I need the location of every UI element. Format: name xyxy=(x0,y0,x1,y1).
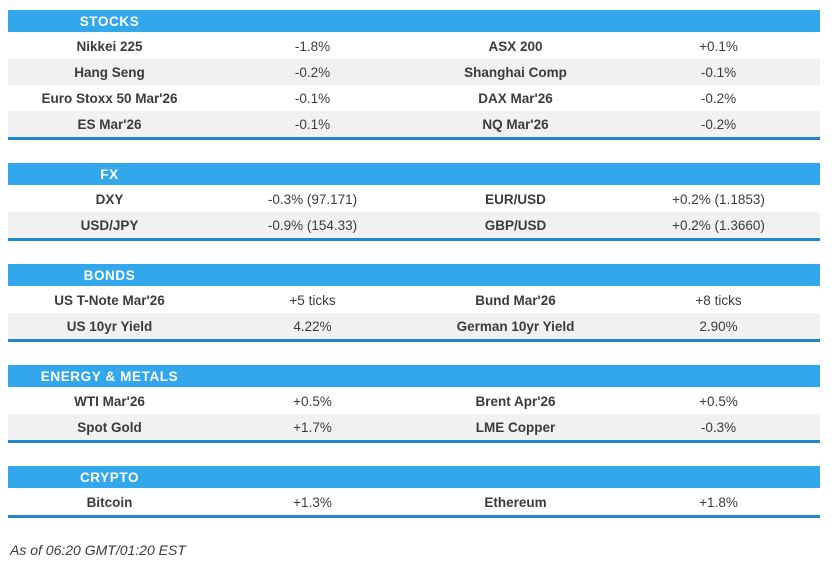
section-rows: US T-Note Mar'26 +5 ticks Bund Mar'26 +8… xyxy=(8,287,820,339)
table-row: Hang Seng -0.2% Shanghai Comp -0.1% xyxy=(8,59,820,85)
section-header: CRYPTO xyxy=(8,466,820,488)
section-fx: FX DXY -0.3% (97.171) EUR/USD +0.2% (1.1… xyxy=(8,163,820,241)
instrument-name: GBP/USD xyxy=(484,217,547,233)
instrument-change: -0.9% (154.33) xyxy=(267,217,358,233)
section-title: CRYPTO xyxy=(79,469,140,485)
section-stocks: STOCKS Nikkei 225 -1.8% ASX 200 +0.1% Ha… xyxy=(8,10,820,140)
instrument-change: 4.22% xyxy=(293,318,332,334)
instrument-change: -0.2% xyxy=(700,116,737,132)
instrument-name: Spot Gold xyxy=(77,419,142,435)
instrument-change: -0.1% xyxy=(294,116,331,132)
instrument-change: -0.2% xyxy=(700,90,737,106)
instrument-name: Euro Stoxx 50 Mar'26 xyxy=(41,90,178,106)
instrument-change: +1.3% xyxy=(293,494,332,510)
instrument-change: -0.3% xyxy=(700,419,737,435)
instrument-name: LME Copper xyxy=(475,419,556,435)
instrument-name: Brent Apr'26 xyxy=(475,393,556,409)
instrument-name: Hang Seng xyxy=(74,64,145,80)
table-row: USD/JPY -0.9% (154.33) GBP/USD +0.2% (1.… xyxy=(8,212,820,238)
instrument-change: -0.2% xyxy=(294,64,331,80)
instrument-name: Ethereum xyxy=(484,494,547,510)
instrument-change: +8 ticks xyxy=(695,292,742,308)
table-row: Nikkei 225 -1.8% ASX 200 +0.1% xyxy=(8,33,820,59)
instrument-change: +0.5% xyxy=(699,393,738,409)
instrument-change: +0.2% (1.3660) xyxy=(672,217,765,233)
instrument-change: +0.1% xyxy=(699,38,738,54)
table-row: Euro Stoxx 50 Mar'26 -0.1% DAX Mar'26 -0… xyxy=(8,85,820,111)
instrument-change: +1.8% xyxy=(699,494,738,510)
instrument-change: -0.1% xyxy=(700,64,737,80)
section-title: BONDS xyxy=(83,267,136,283)
instrument-change: -0.3% (97.171) xyxy=(267,191,358,207)
section-header: BONDS xyxy=(8,264,820,286)
table-row: WTI Mar'26 +0.5% Brent Apr'26 +0.5% xyxy=(8,388,820,414)
section-title: ENERGY & METALS xyxy=(40,368,179,384)
instrument-name: ES Mar'26 xyxy=(77,116,142,132)
section-rows: WTI Mar'26 +0.5% Brent Apr'26 +0.5% Spot… xyxy=(8,388,820,440)
section-title: FX xyxy=(100,166,119,182)
table-row: US T-Note Mar'26 +5 ticks Bund Mar'26 +8… xyxy=(8,287,820,313)
instrument-change: 2.90% xyxy=(699,318,738,334)
instrument-name: Shanghai Comp xyxy=(464,64,567,80)
section-header: STOCKS xyxy=(8,10,820,32)
section-energy-metals: ENERGY & METALS WTI Mar'26 +0.5% Brent A… xyxy=(8,365,820,443)
instrument-change: +5 ticks xyxy=(289,292,336,308)
instrument-name: DAX Mar'26 xyxy=(478,90,553,106)
instrument-change: +1.7% xyxy=(293,419,332,435)
section-bonds: BONDS US T-Note Mar'26 +5 ticks Bund Mar… xyxy=(8,264,820,342)
instrument-name: US T-Note Mar'26 xyxy=(54,292,165,308)
instrument-change: +0.2% (1.1853) xyxy=(672,191,765,207)
instrument-change: -0.1% xyxy=(294,90,331,106)
instrument-name: NQ Mar'26 xyxy=(482,116,549,132)
instrument-change: +0.5% xyxy=(293,393,332,409)
section-rows: Bitcoin +1.3% Ethereum +1.8% xyxy=(8,489,820,515)
section-rows: Nikkei 225 -1.8% ASX 200 +0.1% Hang Seng… xyxy=(8,33,820,137)
section-title: STOCKS xyxy=(79,13,140,29)
instrument-name: German 10yr Yield xyxy=(456,318,575,334)
section-header: ENERGY & METALS xyxy=(8,365,820,387)
instrument-name: DXY xyxy=(95,191,124,207)
section-header: FX xyxy=(8,163,820,185)
timestamp-note: As of 06:20 GMT/01:20 EST xyxy=(10,542,186,558)
section-rows: DXY -0.3% (97.171) EUR/USD +0.2% (1.1853… xyxy=(8,186,820,238)
table-row: Spot Gold +1.7% LME Copper -0.3% xyxy=(8,414,820,440)
table-row: US 10yr Yield 4.22% German 10yr Yield 2.… xyxy=(8,313,820,339)
table-row: DXY -0.3% (97.171) EUR/USD +0.2% (1.1853… xyxy=(8,186,820,212)
instrument-name: Bund Mar'26 xyxy=(475,292,556,308)
section-crypto: CRYPTO Bitcoin +1.3% Ethereum +1.8% xyxy=(8,466,820,518)
table-row: ES Mar'26 -0.1% NQ Mar'26 -0.2% xyxy=(8,111,820,137)
instrument-name: EUR/USD xyxy=(485,191,546,207)
table-row: Bitcoin +1.3% Ethereum +1.8% xyxy=(8,489,820,515)
instrument-name: US 10yr Yield xyxy=(66,318,153,334)
instrument-name: ASX 200 xyxy=(488,38,543,54)
instrument-name: Nikkei 225 xyxy=(76,38,143,54)
instrument-name: Bitcoin xyxy=(86,494,133,510)
instrument-name: USD/JPY xyxy=(80,217,139,233)
instrument-change: -1.8% xyxy=(294,38,331,54)
instrument-name: WTI Mar'26 xyxy=(74,393,145,409)
